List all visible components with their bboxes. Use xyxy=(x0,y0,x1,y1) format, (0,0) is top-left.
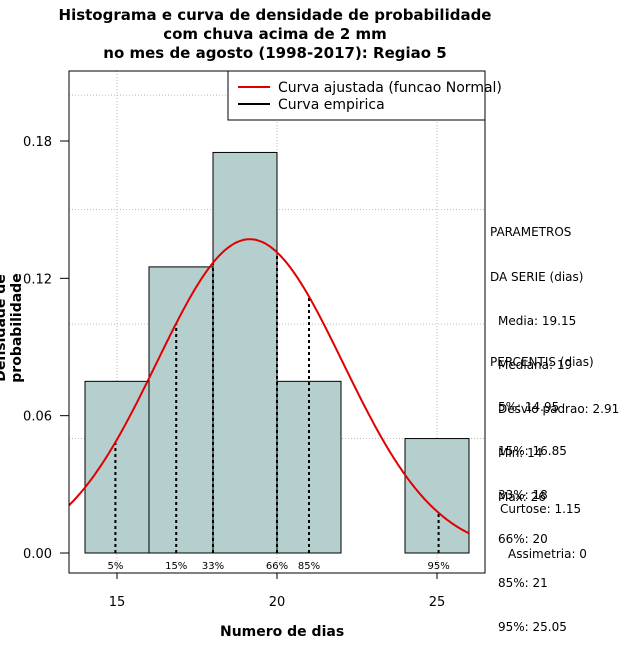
percentile-marker-label: 15% xyxy=(165,561,187,572)
percentile-line: 85%: 21 xyxy=(498,575,548,590)
percentile-line: 15%: 16.85 xyxy=(498,443,567,458)
axes: 15 20 25 0.00 0.06 0.12 0.18 xyxy=(23,135,445,610)
parameter-max: Max: 26 xyxy=(498,490,546,505)
histogram-bar xyxy=(404,438,470,554)
percentile-marker-label: 85% xyxy=(298,561,320,572)
y-tick-label: 0.12 xyxy=(23,272,52,287)
percentile-line: 66%: 20 xyxy=(498,531,548,546)
legend: Curva ajustada (funcao Normal)Curva empi… xyxy=(227,70,502,121)
percentiles-heading: PERCENTIS (dias) xyxy=(490,355,594,370)
series-parameters-panel: PARAMETROS DA SERIE (dias) Media: 19.15 … xyxy=(490,196,619,519)
legend-label: Curva empirica xyxy=(278,97,385,113)
percentile-marker-label: 66% xyxy=(266,561,288,572)
percentile-markers: 5% 15% 33% 66% 85% 95% xyxy=(107,252,450,572)
x-tick-label: 15 xyxy=(109,595,126,610)
x-tick-label: 20 xyxy=(269,595,286,610)
legend-label: Curva ajustada (funcao Normal) xyxy=(278,80,502,96)
shape-statistics-panel: Curtose: 1.15 Assimetria: 0 xyxy=(500,473,587,576)
percentile-line: 95%: 25.05 xyxy=(498,620,567,635)
chart-title-line-1: Histograma e curva de densidade de proba… xyxy=(58,6,492,24)
y-tick-label: 0.06 xyxy=(23,410,52,425)
percentile-marker-label: 95% xyxy=(427,561,449,572)
histogram-bar xyxy=(148,266,214,554)
parameter-min: Min: 14 xyxy=(498,445,543,460)
x-axis-title: Numero de dias xyxy=(220,624,345,640)
skewness-value: Assimetria: 0 xyxy=(508,546,587,561)
parameters-heading: PARAMETROS xyxy=(490,225,572,240)
y-axis-title: Densidade de probabilidade xyxy=(0,273,25,383)
histogram-bar xyxy=(276,380,342,554)
x-tick-label: 25 xyxy=(429,595,446,610)
y-tick-label: 0.18 xyxy=(23,135,52,150)
chart-title-line-3: no mes de agosto (1998-2017): Regiao 5 xyxy=(103,44,447,62)
parameters-subheading: DA SERIE (dias) xyxy=(490,269,584,284)
histogram-bars xyxy=(84,151,470,554)
percentile-marker-label: 5% xyxy=(107,561,123,572)
chart-title-line-2: com chuva acima de 2 mm xyxy=(163,25,387,43)
percentiles-panel: PERCENTIS (dias) 5%: 14.95 15%: 16.85 33… xyxy=(490,326,594,649)
percentile-marker-label: 33% xyxy=(202,561,224,572)
legend-box xyxy=(227,70,486,121)
percentile-line: 5%: 14.95 xyxy=(498,399,560,414)
histogram-bar xyxy=(84,380,150,554)
parameter-desvio: Desvio padrao: 2.91 xyxy=(498,401,620,416)
histogram-bar xyxy=(212,151,278,554)
kurtosis-value: Curtose: 1.15 xyxy=(500,502,582,517)
percentile-line: 33%: 18 xyxy=(498,487,548,502)
parameter-media: Media: 19.15 xyxy=(498,313,577,328)
normal-density-curve xyxy=(68,238,470,535)
y-tick-label: 0.00 xyxy=(23,547,52,562)
parameter-mediana: Mediana: 19 xyxy=(498,357,573,372)
